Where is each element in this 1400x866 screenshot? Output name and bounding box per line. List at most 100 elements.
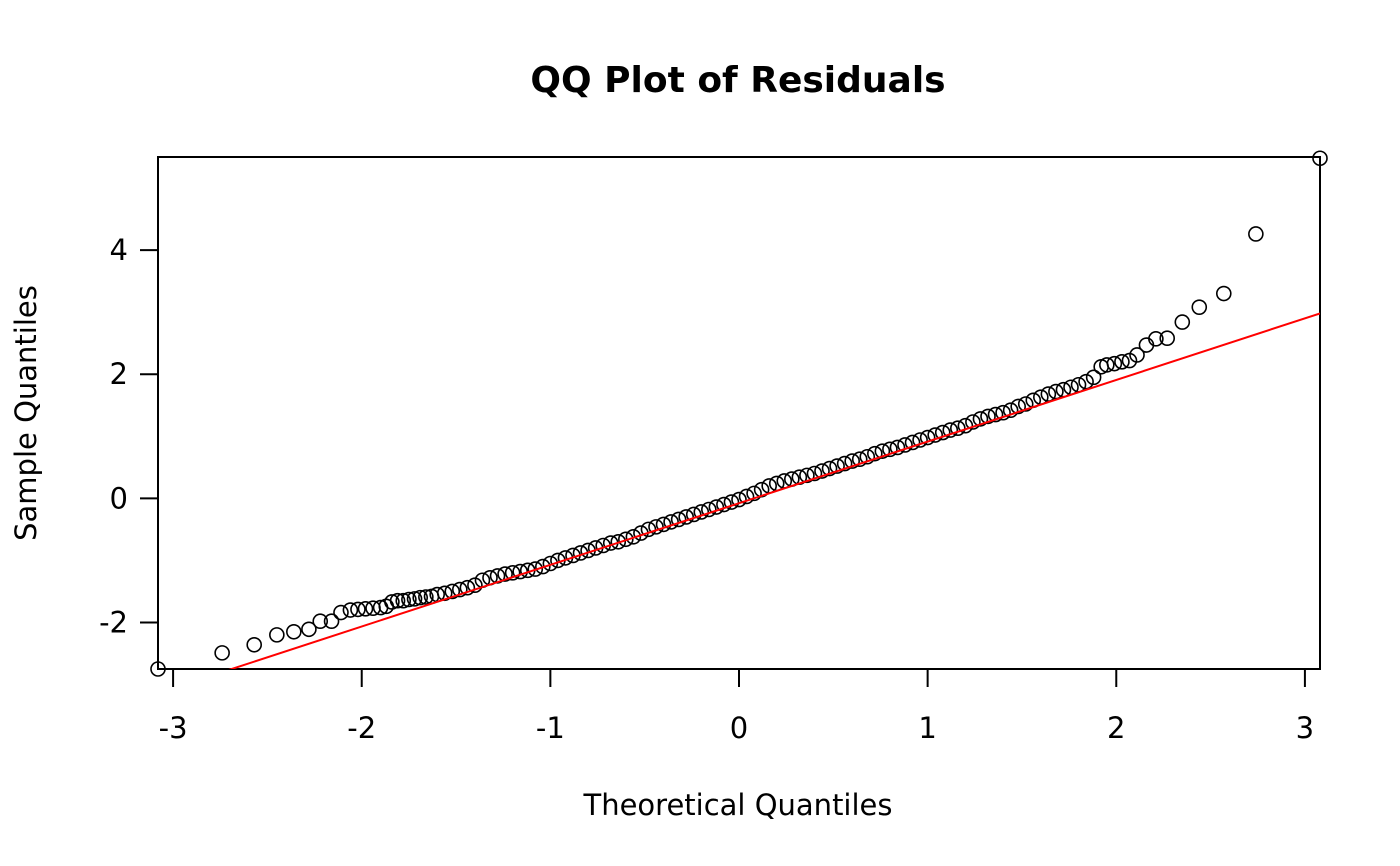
x-tick-label: 2	[1107, 711, 1125, 745]
sample-point	[814, 463, 830, 479]
sample-point	[874, 443, 891, 459]
sample-point	[889, 439, 906, 456]
sample-point	[738, 488, 755, 505]
sample-point	[467, 577, 483, 594]
y-tick-label: 2	[110, 357, 128, 391]
sample-point	[942, 422, 959, 438]
sample-point	[1312, 150, 1328, 167]
sample-point	[934, 424, 951, 441]
sample-point	[395, 592, 412, 609]
x-tick-label: -2	[347, 711, 376, 745]
sample-point	[882, 441, 898, 458]
sample-point	[701, 501, 717, 518]
sample-point	[1106, 355, 1123, 372]
sample-point	[527, 561, 544, 577]
sample-point	[412, 589, 429, 606]
sample-point	[504, 565, 521, 581]
sample-point	[301, 621, 317, 638]
sample-point	[851, 451, 868, 468]
sample-point	[957, 417, 974, 434]
sample-point	[214, 645, 230, 661]
x-axis-label: Theoretical Quantiles	[582, 788, 892, 822]
sample-point	[995, 404, 1011, 421]
sample-point	[459, 579, 476, 596]
sample-point	[1114, 353, 1130, 370]
sample-point	[452, 581, 468, 598]
sample-point	[670, 511, 687, 528]
sample-point	[678, 509, 694, 525]
plot-frame	[157, 156, 1321, 670]
sample-point	[286, 623, 302, 640]
sample-point	[829, 458, 845, 474]
sample-point	[418, 589, 434, 605]
axis-ticks	[140, 249, 1306, 687]
sample-point	[799, 467, 815, 484]
sample-points	[150, 150, 1328, 677]
x-tick-label: 0	[730, 711, 748, 745]
sample-point	[844, 453, 860, 469]
sample-point	[919, 429, 936, 446]
sample-point	[972, 411, 989, 427]
sample-point	[912, 432, 928, 448]
sample-point	[987, 406, 1004, 423]
sample-point	[312, 613, 329, 630]
sample-point	[965, 414, 981, 430]
reference-line-layer	[228, 312, 1320, 669]
sample-point	[1148, 331, 1164, 347]
y-tick-label: 0	[110, 481, 128, 515]
sample-point	[444, 583, 461, 600]
sample-point	[389, 592, 406, 609]
sample-point	[401, 591, 417, 608]
sample-point	[535, 558, 551, 575]
sample-point	[1040, 386, 1057, 402]
x-tick-label: -1	[536, 711, 565, 745]
y-tick-label: -2	[99, 605, 128, 639]
chart-title: QQ Plot of Residuals	[530, 60, 945, 101]
sample-point	[357, 601, 374, 617]
sample-point	[1048, 383, 1064, 400]
sample-point	[246, 636, 263, 653]
sample-point	[150, 661, 166, 677]
sample-point	[333, 604, 349, 621]
sample-point	[640, 521, 657, 538]
sample-point	[1129, 347, 1145, 363]
sample-point	[384, 594, 400, 610]
sample-point	[836, 455, 853, 472]
sample-point	[655, 516, 672, 533]
sample-point	[342, 602, 359, 618]
sample-point	[1191, 299, 1208, 315]
sample-point	[950, 420, 966, 437]
sample-point	[1085, 369, 1102, 386]
sample-point	[663, 514, 679, 530]
sample-point	[323, 613, 340, 630]
sample-point	[610, 533, 627, 550]
sample-point	[806, 465, 823, 482]
sample-point	[980, 408, 996, 425]
sample-point	[497, 566, 513, 582]
sample-point	[269, 627, 285, 643]
sample-point	[1215, 285, 1232, 302]
sample-point	[1248, 226, 1264, 242]
sample-point	[867, 445, 883, 462]
sample-point	[406, 591, 423, 607]
sample-point	[1099, 357, 1115, 373]
sample-point	[685, 506, 702, 523]
sample-point	[1174, 314, 1191, 330]
sample-point	[716, 496, 732, 513]
sample-point	[1002, 402, 1019, 419]
sample-point	[904, 434, 921, 451]
sample-point	[723, 494, 740, 510]
x-tick-label: 1	[918, 711, 936, 745]
sample-point	[693, 504, 710, 520]
x-tick-label: -3	[159, 711, 188, 745]
sample-point	[1017, 396, 1034, 412]
axis-tick-labels: -3 -2 -1 0 1 2 3 -2 0 2 4	[99, 233, 1314, 745]
sample-point	[350, 601, 366, 618]
sample-point	[897, 437, 913, 453]
sample-point	[1159, 330, 1176, 347]
x-tick-label: 3	[1296, 711, 1314, 745]
sample-point	[1010, 398, 1026, 415]
y-tick-label: 4	[110, 233, 128, 267]
sample-point	[618, 531, 634, 548]
